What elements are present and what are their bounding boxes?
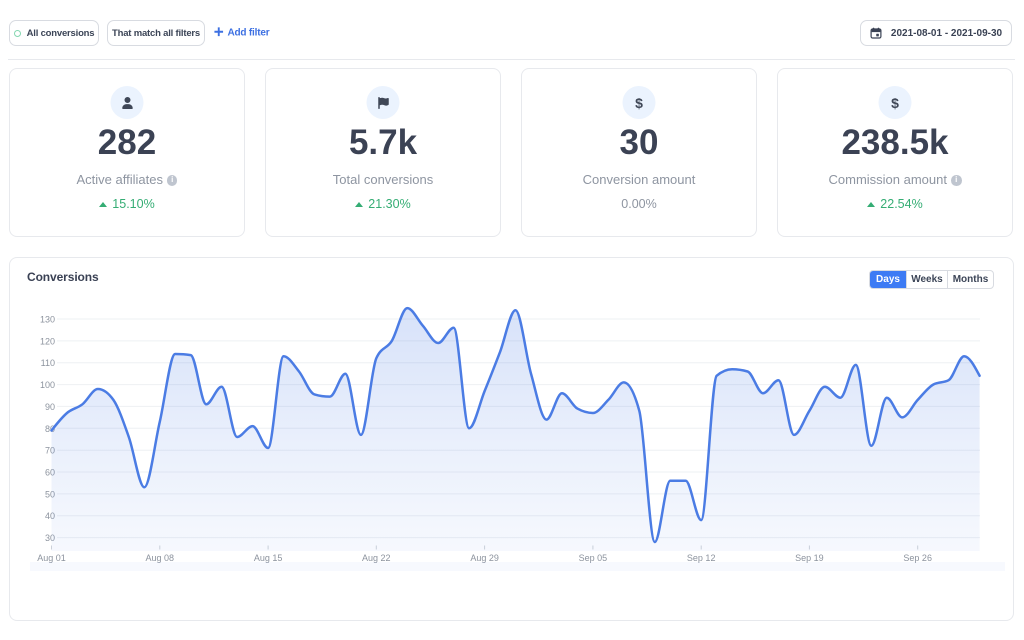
svg-text:Sep 26: Sep 26 [903, 553, 932, 563]
svg-text:40: 40 [45, 511, 55, 521]
svg-text:Sep 12: Sep 12 [687, 553, 716, 563]
svg-text:Aug 15: Aug 15 [254, 553, 283, 563]
svg-text:50: 50 [45, 489, 55, 499]
svg-text:120: 120 [40, 336, 55, 346]
svg-text:Aug 01: Aug 01 [37, 553, 66, 563]
svg-text:100: 100 [40, 380, 55, 390]
svg-text:Sep 05: Sep 05 [579, 553, 608, 563]
svg-text:110: 110 [41, 358, 55, 368]
svg-text:Sep 19: Sep 19 [795, 553, 824, 563]
svg-text:130: 130 [40, 315, 55, 325]
svg-text:Aug 22: Aug 22 [362, 553, 391, 563]
svg-text:Aug 08: Aug 08 [146, 553, 175, 563]
svg-text:80: 80 [45, 424, 55, 434]
svg-text:70: 70 [45, 446, 55, 456]
svg-text:Aug 29: Aug 29 [470, 553, 499, 563]
svg-text:90: 90 [45, 402, 55, 412]
svg-text:30: 30 [45, 533, 55, 543]
svg-text:60: 60 [45, 468, 55, 478]
